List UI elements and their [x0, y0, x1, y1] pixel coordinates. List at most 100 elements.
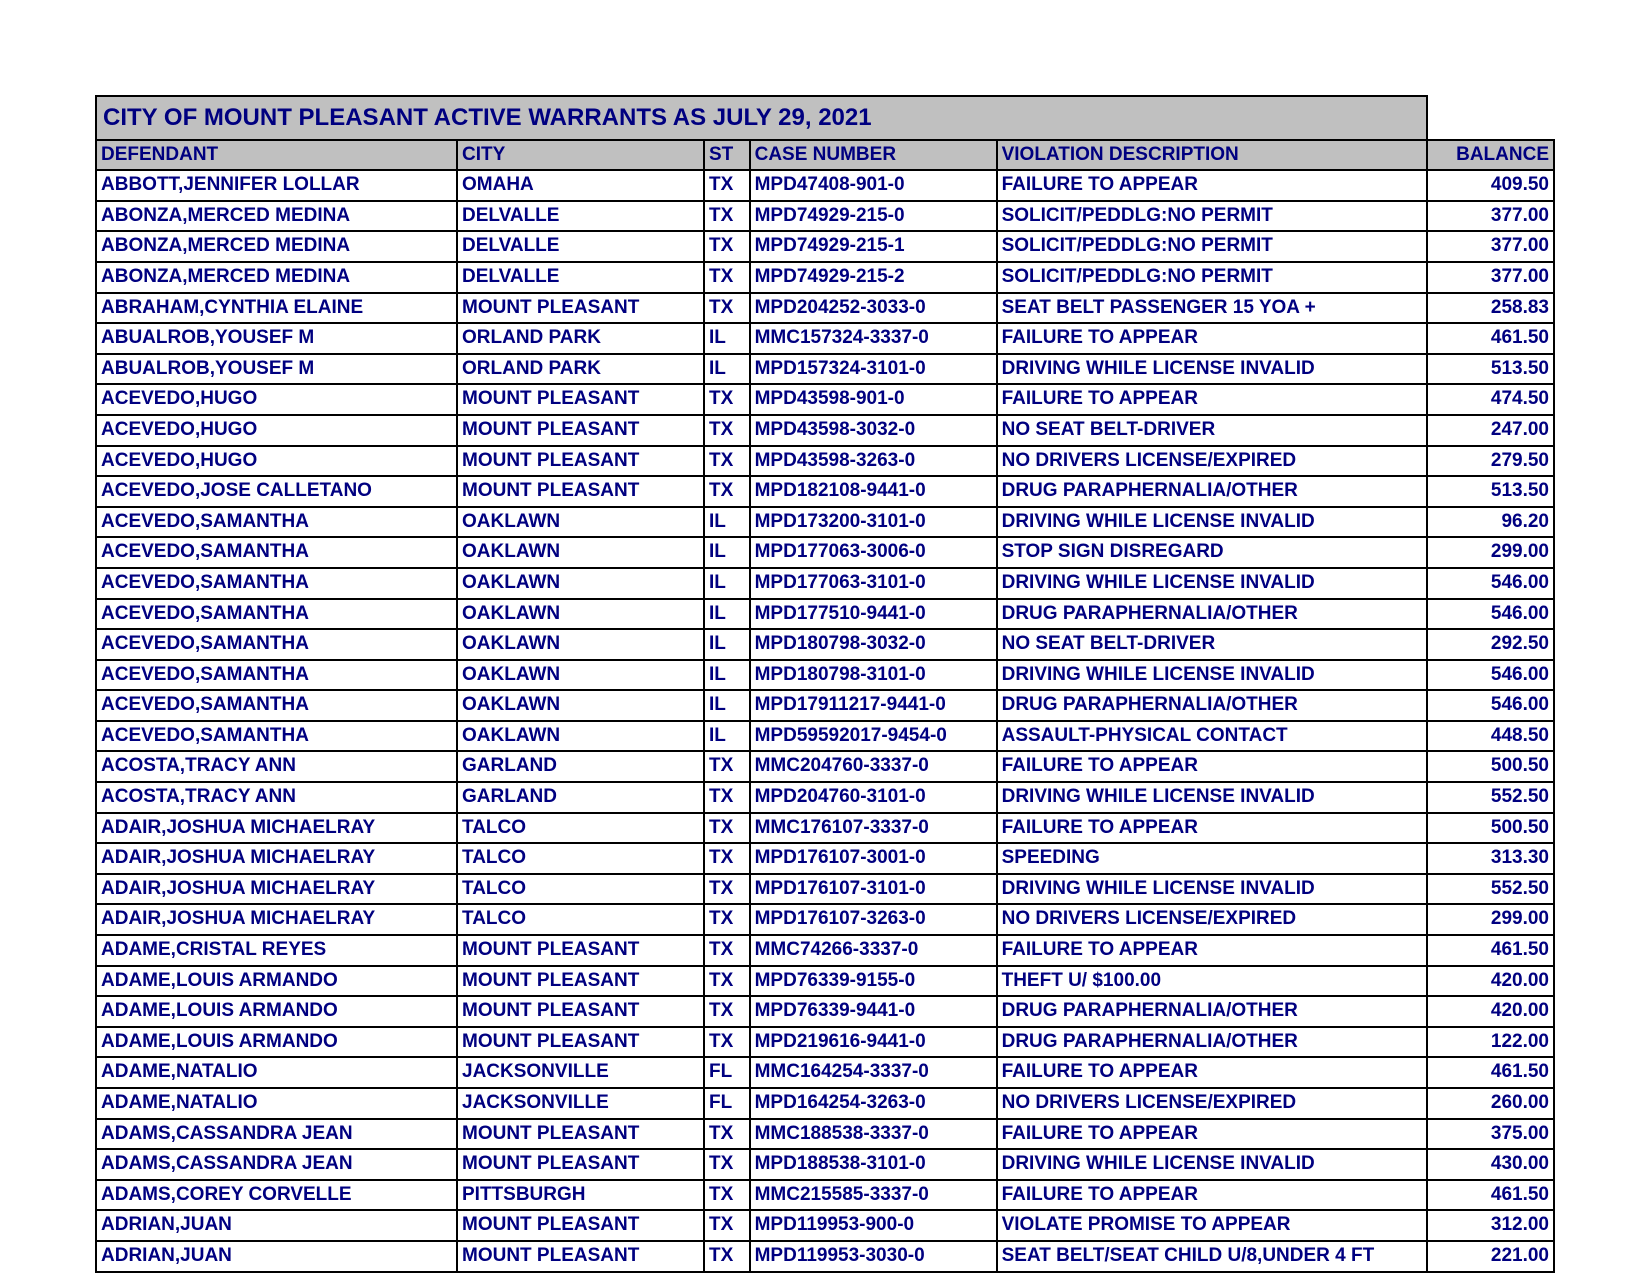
cell-defendant: ABUALROB,YOUSEF M: [96, 323, 457, 354]
cell-st: TX: [704, 384, 750, 415]
cell-defendant: ADAME,LOUIS ARMANDO: [96, 1027, 457, 1058]
table-row: ABUALROB,YOUSEF MORLAND PARKILMPD157324-…: [96, 354, 1554, 385]
cell-violation: DRIVING WHILE LICENSE INVALID: [997, 1149, 1428, 1180]
cell-balance: 96.20: [1427, 507, 1554, 538]
cell-case: MPD43598-3032-0: [750, 415, 997, 446]
header-balance: BALANCE: [1427, 140, 1554, 171]
table-row: ADAIR,JOSHUA MICHAELRAYTALCOTXMPD176107-…: [96, 904, 1554, 935]
title-row: CITY OF MOUNT PLEASANT ACTIVE WARRANTS A…: [96, 96, 1554, 140]
cell-st: IL: [704, 599, 750, 630]
cell-st: TX: [704, 996, 750, 1027]
report-title: CITY OF MOUNT PLEASANT ACTIVE WARRANTS A…: [96, 96, 1427, 140]
cell-defendant: ACEVEDO,HUGO: [96, 446, 457, 477]
cell-balance: 292.50: [1427, 629, 1554, 660]
cell-city: MOUNT PLEASANT: [457, 1210, 704, 1241]
cell-city: ORLAND PARK: [457, 354, 704, 385]
cell-st: TX: [704, 874, 750, 905]
cell-violation: FAILURE TO APPEAR: [997, 1057, 1428, 1088]
cell-case: MPD74929-215-2: [750, 262, 997, 293]
cell-violation: DRIVING WHILE LICENSE INVALID: [997, 507, 1428, 538]
cell-balance: 260.00: [1427, 1088, 1554, 1119]
cell-defendant: ACEVEDO,SAMANTHA: [96, 599, 457, 630]
cell-case: MPD74929-215-0: [750, 201, 997, 232]
cell-city: GARLAND: [457, 751, 704, 782]
cell-balance: 122.00: [1427, 1027, 1554, 1058]
cell-st: IL: [704, 629, 750, 660]
cell-case: MPD204760-3101-0: [750, 782, 997, 813]
cell-case: MPD76339-9441-0: [750, 996, 997, 1027]
cell-balance: 546.00: [1427, 599, 1554, 630]
cell-st: TX: [704, 1241, 750, 1272]
cell-case: MPD119953-3030-0: [750, 1241, 997, 1272]
cell-violation: FAILURE TO APPEAR: [997, 384, 1428, 415]
cell-defendant: ADAMS,COREY CORVELLE: [96, 1180, 457, 1211]
table-row: ADAME,LOUIS ARMANDOMOUNT PLEASANTTXMPD21…: [96, 1027, 1554, 1058]
cell-violation: SOLICIT/PEDDLG:NO PERMIT: [997, 262, 1428, 293]
cell-defendant: ABBOTT,JENNIFER LOLLAR: [96, 170, 457, 201]
table-row: ADAMS,COREY CORVELLEPITTSBURGHTXMMC21558…: [96, 1180, 1554, 1211]
cell-balance: 299.00: [1427, 537, 1554, 568]
table-row: ADAME,LOUIS ARMANDOMOUNT PLEASANTTXMPD76…: [96, 996, 1554, 1027]
cell-city: OAKLAWN: [457, 629, 704, 660]
cell-balance: 500.50: [1427, 813, 1554, 844]
table-row: ABONZA,MERCED MEDINADELVALLETXMPD74929-2…: [96, 231, 1554, 262]
cell-city: JACKSONVILLE: [457, 1088, 704, 1119]
cell-balance: 375.00: [1427, 1119, 1554, 1150]
table-row: ACEVEDO,HUGOMOUNT PLEASANTTXMPD43598-303…: [96, 415, 1554, 446]
cell-st: TX: [704, 1149, 750, 1180]
table-row: ADAMS,CASSANDRA JEANMOUNT PLEASANTTXMPD1…: [96, 1149, 1554, 1180]
header-row: DEFENDANT CITY ST CASE NUMBER VIOLATION …: [96, 140, 1554, 171]
header-st: ST: [704, 140, 750, 171]
cell-city: OAKLAWN: [457, 537, 704, 568]
cell-violation: VIOLATE PROMISE TO APPEAR: [997, 1210, 1428, 1241]
cell-city: PITTSBURGH: [457, 1180, 704, 1211]
table-row: ACEVEDO,SAMANTHAOAKLAWNILMPD17911217-944…: [96, 690, 1554, 721]
cell-violation: SOLICIT/PEDDLG:NO PERMIT: [997, 201, 1428, 232]
cell-city: MOUNT PLEASANT: [457, 446, 704, 477]
cell-st: TX: [704, 446, 750, 477]
cell-st: IL: [704, 568, 750, 599]
cell-defendant: ADAMS,CASSANDRA JEAN: [96, 1149, 457, 1180]
cell-defendant: ADAME,CRISTAL REYES: [96, 935, 457, 966]
table-row: ABONZA,MERCED MEDINADELVALLETXMPD74929-2…: [96, 262, 1554, 293]
cell-case: MPD173200-3101-0: [750, 507, 997, 538]
cell-violation: DRIVING WHILE LICENSE INVALID: [997, 568, 1428, 599]
header-case: CASE NUMBER: [750, 140, 997, 171]
cell-city: MOUNT PLEASANT: [457, 476, 704, 507]
table-row: ACEVEDO,SAMANTHAOAKLAWNILMPD173200-3101-…: [96, 507, 1554, 538]
cell-violation: DRIVING WHILE LICENSE INVALID: [997, 782, 1428, 813]
cell-city: MOUNT PLEASANT: [457, 935, 704, 966]
cell-violation: NO SEAT BELT-DRIVER: [997, 629, 1428, 660]
cell-violation: NO DRIVERS LICENSE/EXPIRED: [997, 1088, 1428, 1119]
cell-city: MOUNT PLEASANT: [457, 293, 704, 324]
cell-violation: DRUG PARAPHERNALIA/OTHER: [997, 996, 1428, 1027]
cell-st: TX: [704, 813, 750, 844]
cell-balance: 409.50: [1427, 170, 1554, 201]
cell-violation: FAILURE TO APPEAR: [997, 935, 1428, 966]
cell-balance: 420.00: [1427, 966, 1554, 997]
title-empty-corner: [1427, 96, 1554, 140]
header-city: CITY: [457, 140, 704, 171]
cell-case: MMC215585-3337-0: [750, 1180, 997, 1211]
cell-case: MPD157324-3101-0: [750, 354, 997, 385]
table-row: ABUALROB,YOUSEF MORLAND PARKILMMC157324-…: [96, 323, 1554, 354]
table-row: ACEVEDO,SAMANTHAOAKLAWNILMPD180798-3032-…: [96, 629, 1554, 660]
cell-balance: 552.50: [1427, 782, 1554, 813]
cell-case: MPD59592017-9454-0: [750, 721, 997, 752]
cell-case: MPD177063-3006-0: [750, 537, 997, 568]
cell-violation: FAILURE TO APPEAR: [997, 1119, 1428, 1150]
cell-defendant: ADAME,NATALIO: [96, 1088, 457, 1119]
table-row: ADRIAN,JUANMOUNT PLEASANTTXMPD119953-303…: [96, 1241, 1554, 1272]
cell-city: OAKLAWN: [457, 507, 704, 538]
cell-defendant: ADAME,LOUIS ARMANDO: [96, 996, 457, 1027]
cell-case: MPD74929-215-1: [750, 231, 997, 262]
cell-violation: SOLICIT/PEDDLG:NO PERMIT: [997, 231, 1428, 262]
cell-case: MPD43598-3263-0: [750, 446, 997, 477]
table-row: ACEVEDO,SAMANTHAOAKLAWNILMPD177063-3006-…: [96, 537, 1554, 568]
cell-violation: SEAT BELT/SEAT CHILD U/8,UNDER 4 FT: [997, 1241, 1428, 1272]
cell-city: GARLAND: [457, 782, 704, 813]
cell-city: ORLAND PARK: [457, 323, 704, 354]
table-row: ADAME,NATALIOJACKSONVILLEFLMPD164254-326…: [96, 1088, 1554, 1119]
cell-st: TX: [704, 1027, 750, 1058]
cell-balance: 474.50: [1427, 384, 1554, 415]
